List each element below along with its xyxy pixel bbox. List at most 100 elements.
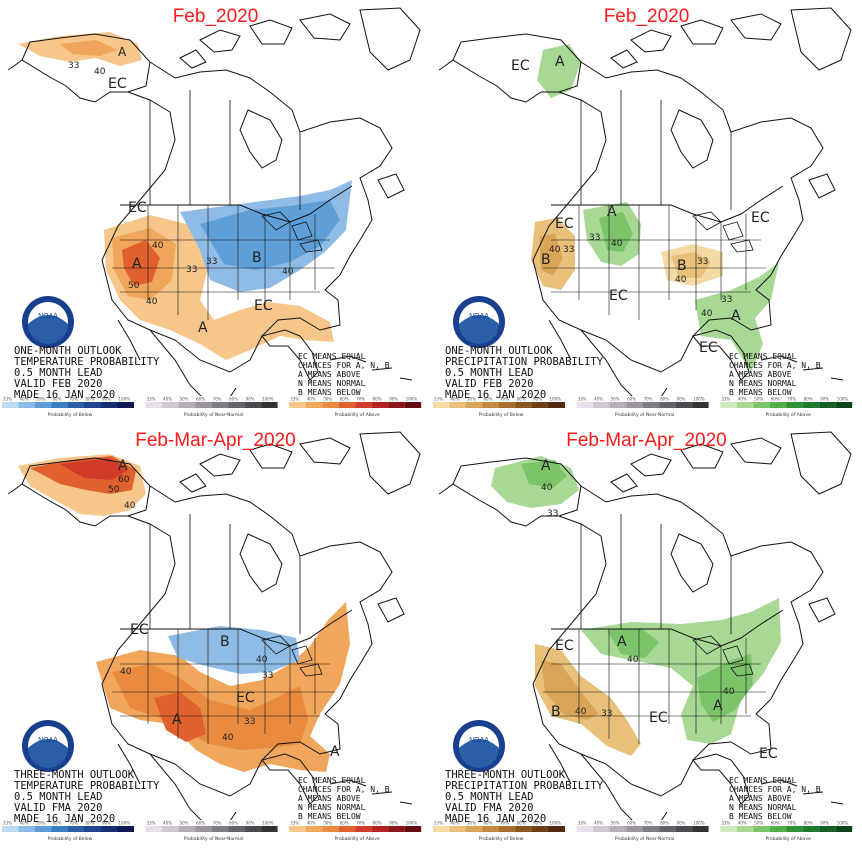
colorbar-cell <box>593 826 610 832</box>
colorbar-cell <box>736 402 754 408</box>
temperature-map-fma: A 60 50 40 EC B 40 33 40 EC A 33 40 A NO… <box>7 431 421 820</box>
map-label: 40 <box>675 275 687 285</box>
colorbar-cell <box>466 402 483 408</box>
outlook-caption: THREE-MONTH OUTLOOK PRECIPITATION PROBABI… <box>445 769 604 825</box>
colorbar-cell <box>68 826 85 832</box>
map-label: EC <box>759 746 778 762</box>
colorbar-tick: 100% <box>550 821 562 826</box>
colorbar-cell <box>659 402 676 408</box>
colorbar-tick: 70% <box>356 821 365 826</box>
colorbar-tick: 70% <box>356 397 365 402</box>
colorbar-group-label: Probability of Near-Normal <box>615 412 674 418</box>
map-label: 50 <box>128 281 140 291</box>
map-label: 40 <box>94 67 106 77</box>
map-label: 40 <box>541 483 553 493</box>
colorbar-cell <box>626 402 643 408</box>
colorbar-tick: 90% <box>820 821 829 826</box>
panel-title: Feb-Mar-Apr_2020 <box>135 430 296 451</box>
map-label: 40 <box>222 733 234 743</box>
colorbar-group-label: Probability of Below <box>479 412 524 418</box>
map-label: A <box>118 45 127 59</box>
map-label: 40 <box>146 297 158 307</box>
colorbar-tick: 40% <box>20 821 29 826</box>
map-label: 40 <box>575 707 587 717</box>
colorbar-cell <box>322 402 339 408</box>
map-label: B <box>252 250 262 266</box>
colorbar-cell <box>835 826 853 832</box>
colorbar-cell <box>576 826 594 832</box>
colorbar-tick: 90% <box>677 821 686 826</box>
colorbar-tick: 70% <box>787 821 796 826</box>
colorbar-tick: 60% <box>340 397 349 402</box>
map-label: A <box>198 320 208 336</box>
colorbar-tick: 40% <box>738 821 747 826</box>
colorbar-tick: 70% <box>644 821 653 826</box>
map-label: EC <box>254 298 273 314</box>
map-label: 33 <box>262 671 273 681</box>
colorbar-cell <box>101 826 118 832</box>
colorbar-cell <box>548 402 565 408</box>
colorbar-cell <box>388 826 405 832</box>
colorbar-cell <box>515 826 532 832</box>
colorbar-tick: 50% <box>180 821 189 826</box>
probability-colorbar: 33% 40% 50% 60% 70% 80% 90% 100% Probability of … <box>433 397 853 418</box>
temperature-map-feb: EC A 40 33 EC A 40 50 33 B 40 33 EC A 40… <box>7 7 421 396</box>
map-label: 33 <box>721 295 732 305</box>
colorbar-tick: 50% <box>180 397 189 402</box>
colorbar-group-label: Probability of Above <box>766 412 811 418</box>
panel-title: Feb_2020 <box>172 6 259 27</box>
colorbar-cell <box>289 402 306 408</box>
map-label: EC <box>555 216 574 232</box>
colorbar-cell <box>117 826 134 832</box>
colorbar-cell <box>228 402 245 408</box>
colorbar-cell <box>195 826 212 832</box>
colorbar-cell <box>692 826 709 832</box>
colorbar-tick: 80% <box>373 821 382 826</box>
colorbar-tick: 33% <box>721 821 730 826</box>
colorbar-tick: 90% <box>102 821 111 826</box>
colorbar-cell <box>466 826 483 832</box>
colorbar-tick: 80% <box>229 821 238 826</box>
colorbar-tick: 70% <box>500 397 509 402</box>
colorbar-tick: 100% <box>693 821 705 826</box>
colorbar-tick: 60% <box>627 821 636 826</box>
colorbar-tick: 33% <box>578 821 587 826</box>
map-label: 33 <box>601 709 612 719</box>
colorbar-group-label: Probability of Near-Normal <box>184 836 243 842</box>
colorbar-tick: 100% <box>837 821 849 826</box>
colorbar-cell <box>18 826 35 832</box>
colorbar-group-label: Probability of Below <box>479 836 524 842</box>
map-label: B <box>677 258 687 274</box>
colorbar-cell <box>371 402 389 408</box>
colorbar-cell <box>2 402 19 408</box>
map-label: EC <box>609 288 628 304</box>
map-label: 40 <box>282 267 294 277</box>
precipitation-map-feb: EC A EC A 33 40 B 40 33 B 33 40 EC 33 40… <box>438 7 852 396</box>
colorbar-cell <box>819 402 836 408</box>
colorbar-cell <box>261 826 278 832</box>
colorbar-tick: 40% <box>307 821 316 826</box>
colorbar-tick: 80% <box>804 821 813 826</box>
colorbar-tick: 90% <box>246 397 255 402</box>
colorbar-cell <box>532 826 549 832</box>
colorbar-cell <box>819 826 836 832</box>
map-label: B <box>220 634 230 650</box>
map-label: EC <box>699 340 718 356</box>
colorbar-tick: 70% <box>500 821 509 826</box>
colorbar-tick: 70% <box>69 397 78 402</box>
colorbar-tick: 50% <box>467 821 476 826</box>
colorbar-tick: 70% <box>213 821 222 826</box>
colorbar-tick: 60% <box>484 821 493 826</box>
colorbar-cell <box>388 402 405 408</box>
noaa-logo: NOAA <box>453 720 505 772</box>
colorbar-tick: 33% <box>290 397 299 402</box>
probability-colorbar: 33% 40% 50% 60% 70% 80% 90% 100% Probability of … <box>2 397 422 418</box>
colorbar-tick: 80% <box>86 821 95 826</box>
colorbar-tick: 40% <box>594 821 603 826</box>
colorbar-tick: 100% <box>693 397 705 402</box>
colorbar-tick: 70% <box>213 397 222 402</box>
colorbar-tick: 60% <box>196 397 205 402</box>
map-label: EC <box>649 710 668 726</box>
